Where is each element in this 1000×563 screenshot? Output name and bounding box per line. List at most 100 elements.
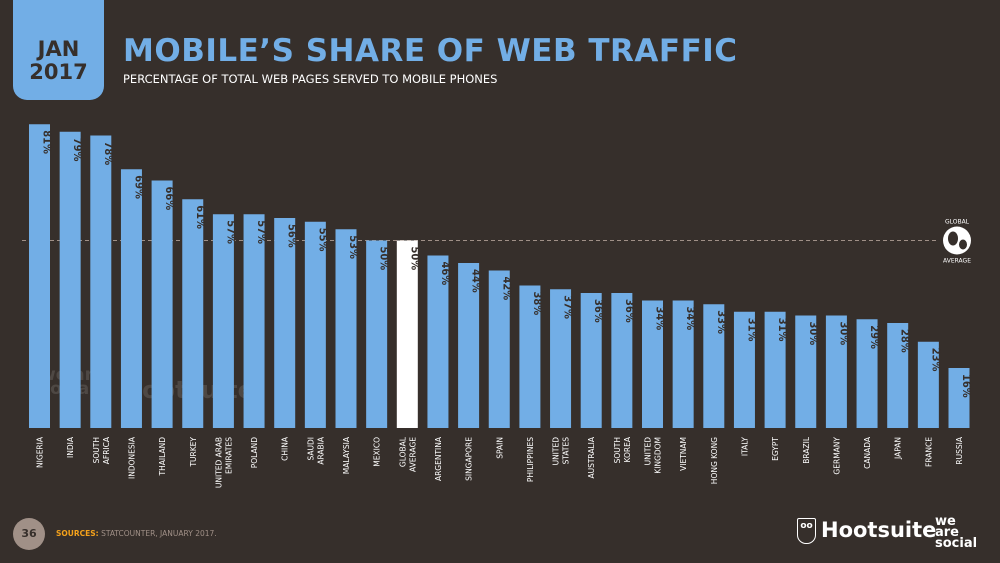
bar: [642, 300, 663, 428]
value-label: 56%: [286, 224, 299, 248]
category-label: BRAZIL: [802, 436, 811, 464]
logo-line: social: [935, 536, 978, 551]
bar: [703, 304, 725, 428]
category-label: ARABIA: [316, 436, 325, 465]
value-label: 30%: [807, 322, 820, 346]
category-label: NIGERIA: [36, 436, 45, 468]
value-label: 44%: [470, 269, 483, 293]
category-label: STATES: [562, 437, 571, 465]
value-label: 81%: [41, 130, 54, 154]
owl-icon: oo: [797, 518, 816, 544]
bar: [335, 229, 357, 428]
bar: [488, 270, 510, 428]
bar: [580, 293, 602, 428]
value-label: 16%: [960, 374, 973, 398]
value-label: 38%: [531, 292, 544, 316]
value-label: 61%: [194, 205, 207, 229]
category-label: CHINA: [281, 436, 290, 461]
category-label: PHILIPPINES: [526, 437, 535, 482]
we-are-social-logo: we are social: [935, 514, 978, 551]
category-label: MEXICO: [373, 437, 382, 467]
sources-text: STATCOUNTER, JANUARY 2017.: [101, 529, 217, 538]
category-label: SAUDI: [306, 437, 315, 461]
globe-continent: [948, 231, 958, 246]
bar: [274, 218, 296, 428]
value-label: 69%: [132, 175, 145, 199]
value-label: 28%: [899, 329, 912, 353]
category-label: SOUTH: [613, 437, 622, 463]
value-label: 55%: [316, 228, 329, 252]
category-label: JAPAN: [894, 437, 903, 460]
bar: [948, 368, 970, 428]
page-subtitle: PERCENTAGE OF TOTAL WEB PAGES SERVED TO …: [123, 72, 498, 86]
bar: [120, 169, 142, 428]
bar: [59, 131, 81, 428]
value-label: 79%: [71, 138, 84, 162]
category-label: SOUTH: [92, 437, 101, 463]
bar: [90, 135, 112, 428]
value-label: 57%: [255, 220, 268, 244]
value-label: 57%: [224, 220, 237, 244]
bar: [427, 255, 449, 428]
hootsuite-text: Hootsuite: [821, 518, 937, 542]
category-label: INDIA: [66, 436, 75, 458]
value-label: 66%: [163, 187, 176, 211]
category-label: EGYPT: [771, 437, 780, 461]
date-badge: JAN 2017: [13, 0, 104, 100]
logo-line: we: [935, 514, 956, 529]
category-label: HONG KONG: [710, 437, 719, 484]
bar: [825, 315, 847, 428]
category-label: SPAIN: [495, 437, 504, 459]
category-label: AFRICA: [102, 436, 111, 464]
value-label: 23%: [929, 348, 942, 372]
bar: [672, 300, 694, 428]
bar: [611, 293, 633, 428]
category-label: CANADA: [863, 436, 872, 469]
value-label: 34%: [684, 307, 697, 331]
value-label: 31%: [776, 318, 789, 342]
bar: [733, 311, 755, 428]
value-label: 36%: [592, 299, 605, 323]
bar: [458, 263, 480, 428]
sources-note: SOURCES: STATCOUNTER, JANUARY 2017.: [56, 529, 217, 538]
bar: [212, 214, 234, 428]
page-title: MOBILE’S SHARE OF WEB TRAFFIC: [123, 33, 738, 69]
category-label: SINGAPORE: [465, 437, 474, 481]
reference-label: GLOBAL: [945, 219, 970, 226]
category-label: UNITED ARAB: [214, 437, 223, 488]
value-label: 53%: [347, 235, 360, 259]
category-label: MALAYSIA: [342, 436, 351, 474]
page-number: 36: [13, 518, 45, 550]
logo-line: are: [935, 525, 960, 540]
bar: [182, 199, 204, 428]
bar: [795, 315, 817, 428]
category-label: EMIRATES: [224, 437, 233, 474]
value-label: 46%: [439, 262, 452, 286]
bar: [519, 285, 541, 428]
category-label: POLAND: [250, 437, 259, 469]
globe-continent: [959, 239, 967, 250]
value-label: 42%: [500, 277, 513, 301]
value-label: 50%: [378, 247, 391, 271]
bar: [856, 319, 878, 428]
bar: [151, 180, 173, 428]
value-label: 50%: [408, 247, 421, 271]
bar: [917, 341, 939, 428]
category-label: AUSTRALIA: [587, 436, 596, 478]
category-label: GERMANY: [832, 437, 841, 475]
category-label: UNITED: [644, 437, 653, 466]
category-label: INDONESIA: [127, 436, 136, 479]
bar: [366, 240, 388, 428]
category-label: VIETNAM: [679, 437, 688, 471]
value-label: 33%: [715, 310, 728, 334]
category-label: THAILAND: [158, 437, 167, 477]
sources-label: SOURCES:: [56, 529, 99, 538]
value-label: 37%: [562, 295, 575, 319]
category-label: KOREA: [623, 436, 632, 462]
category-label: KINGDOM: [654, 437, 663, 474]
category-label: ITALY: [740, 437, 749, 457]
bar: [887, 323, 909, 428]
date-month: JAN: [37, 37, 80, 61]
category-label: UNITED: [552, 437, 561, 466]
